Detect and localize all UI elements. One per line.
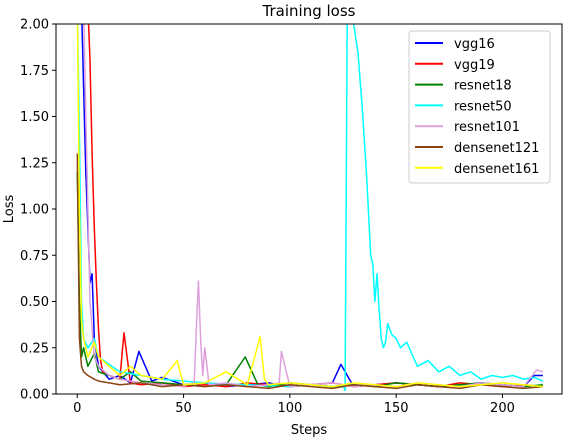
legend-label-resnet50: resnet50 <box>454 99 512 114</box>
y-tick-label: 1.00 <box>20 203 49 218</box>
y-tick-label: 0.75 <box>20 249 49 264</box>
legend: vgg16 vgg19 resnet18 resnet50 resnet101 dense… <box>408 30 551 184</box>
x-tick-label: 50 <box>175 401 192 416</box>
x-tick-label: 0 <box>73 401 81 416</box>
y-tick-label: 0.50 <box>20 295 49 310</box>
series-layer <box>76 24 544 392</box>
y-tick-label: 1.75 <box>20 64 49 79</box>
series-line-densenet121 <box>76 153 543 390</box>
legend-label-resnet18: resnet18 <box>454 79 512 94</box>
legend-box <box>408 30 551 184</box>
y-tick-label: 2.00 <box>20 18 49 33</box>
legend-label-densenet121: densenet121 <box>454 141 539 156</box>
x-tick-label: 150 <box>384 401 409 416</box>
y-tick-label: 1.50 <box>20 110 49 125</box>
chart-title: Training loss <box>262 2 356 20</box>
legend-label-resnet101: resnet101 <box>454 120 520 135</box>
y-tick-label: 1.25 <box>20 156 49 171</box>
x-tick-label: 200 <box>490 401 515 416</box>
legend-label-densenet161: densenet161 <box>454 162 539 177</box>
series-line-densenet161 <box>76 24 543 388</box>
x-tick-label: 100 <box>277 401 302 416</box>
series-line-resnet50 <box>76 24 544 392</box>
y-axis-label: Loss <box>2 195 17 224</box>
x-axis: 0 50 100 150 200 <box>73 394 515 416</box>
legend-label-vgg16: vgg16 <box>454 37 495 52</box>
y-tick-label: 0.00 <box>20 388 49 403</box>
x-axis-label: Steps <box>291 423 328 438</box>
y-axis: 0.00 0.25 0.50 0.75 1.00 1.25 1.50 1.75 2.00 <box>20 18 56 403</box>
legend-label-vgg19: vgg19 <box>454 58 495 73</box>
y-tick-label: 0.25 <box>20 341 49 356</box>
